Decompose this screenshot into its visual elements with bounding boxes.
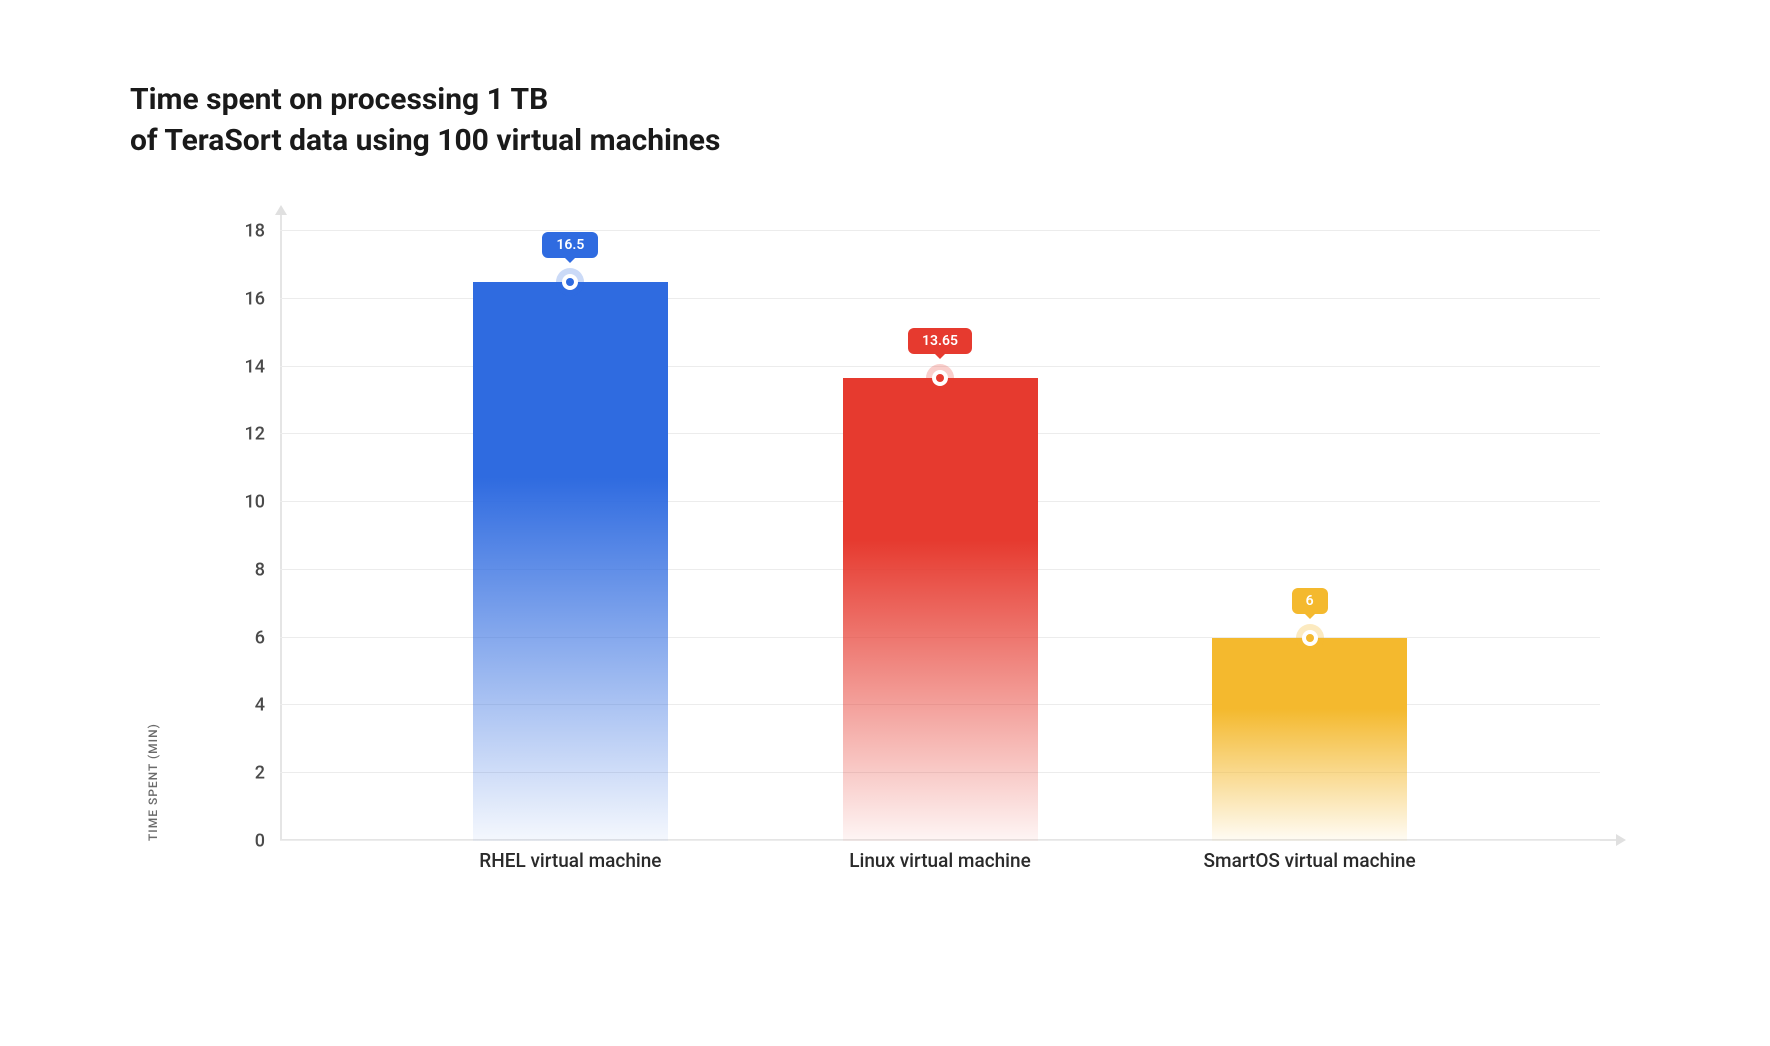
chart-title: Time spent on processing 1 TB of TeraSor… xyxy=(130,80,1630,161)
y-tick-label: 0 xyxy=(255,831,265,852)
bar-top-marker xyxy=(1302,630,1318,646)
bar-group: 16.5 xyxy=(473,282,668,841)
chart-container: Time spent on processing 1 TB of TeraSor… xyxy=(130,80,1630,881)
bars-area: 16.5 13.65 6 xyxy=(280,231,1600,841)
value-badge-text: 6 xyxy=(1306,593,1314,609)
x-axis-category-label: RHEL virtual machine xyxy=(479,849,661,872)
y-tick-label: 4 xyxy=(255,695,265,716)
chart-title-line2: of TeraSort data using 100 virtual machi… xyxy=(130,123,720,158)
chart-title-line1: Time spent on processing 1 TB xyxy=(130,82,548,117)
value-badge: 16.5 xyxy=(542,232,598,258)
y-tick-label: 10 xyxy=(245,492,265,513)
value-badge: 13.65 xyxy=(908,328,972,354)
y-tick-label: 18 xyxy=(245,221,265,242)
bar xyxy=(843,378,1038,841)
y-tick-label: 14 xyxy=(245,356,265,377)
bar-top-marker xyxy=(562,274,578,290)
value-badge: 6 xyxy=(1292,588,1328,614)
bar xyxy=(1212,638,1407,841)
bar-top-marker-dot xyxy=(566,278,574,286)
y-axis-label: TIME SPENT (MIN) xyxy=(146,723,160,841)
bar-top-marker xyxy=(932,370,948,386)
bar-top-marker-dot xyxy=(1306,634,1314,642)
bar-group: 13.65 xyxy=(843,378,1038,841)
bar-top-marker-dot xyxy=(936,374,944,382)
plot-area: TIME SPENT (MIN) 024681012141618 16.513.… xyxy=(220,231,1630,881)
bar xyxy=(473,282,668,841)
y-tick-label: 6 xyxy=(255,627,265,648)
x-axis-category-label: SmartOS virtual machine xyxy=(1204,849,1416,872)
bar-group: 6 xyxy=(1212,638,1407,841)
x-axis-arrow-icon xyxy=(1616,834,1626,846)
y-axis: 024681012141618 xyxy=(220,231,280,841)
value-badge-text: 16.5 xyxy=(556,237,584,253)
y-tick-label: 8 xyxy=(255,559,265,580)
y-axis-arrow-icon xyxy=(275,205,287,215)
value-badge-text: 13.65 xyxy=(922,333,958,349)
x-axis-labels: RHEL virtual machine Linux virtual machin… xyxy=(280,849,1600,889)
y-tick-label: 12 xyxy=(245,424,265,445)
y-tick-label: 2 xyxy=(255,763,265,784)
x-axis-category-label: Linux virtual machine xyxy=(849,849,1031,872)
y-tick-label: 16 xyxy=(245,288,265,309)
